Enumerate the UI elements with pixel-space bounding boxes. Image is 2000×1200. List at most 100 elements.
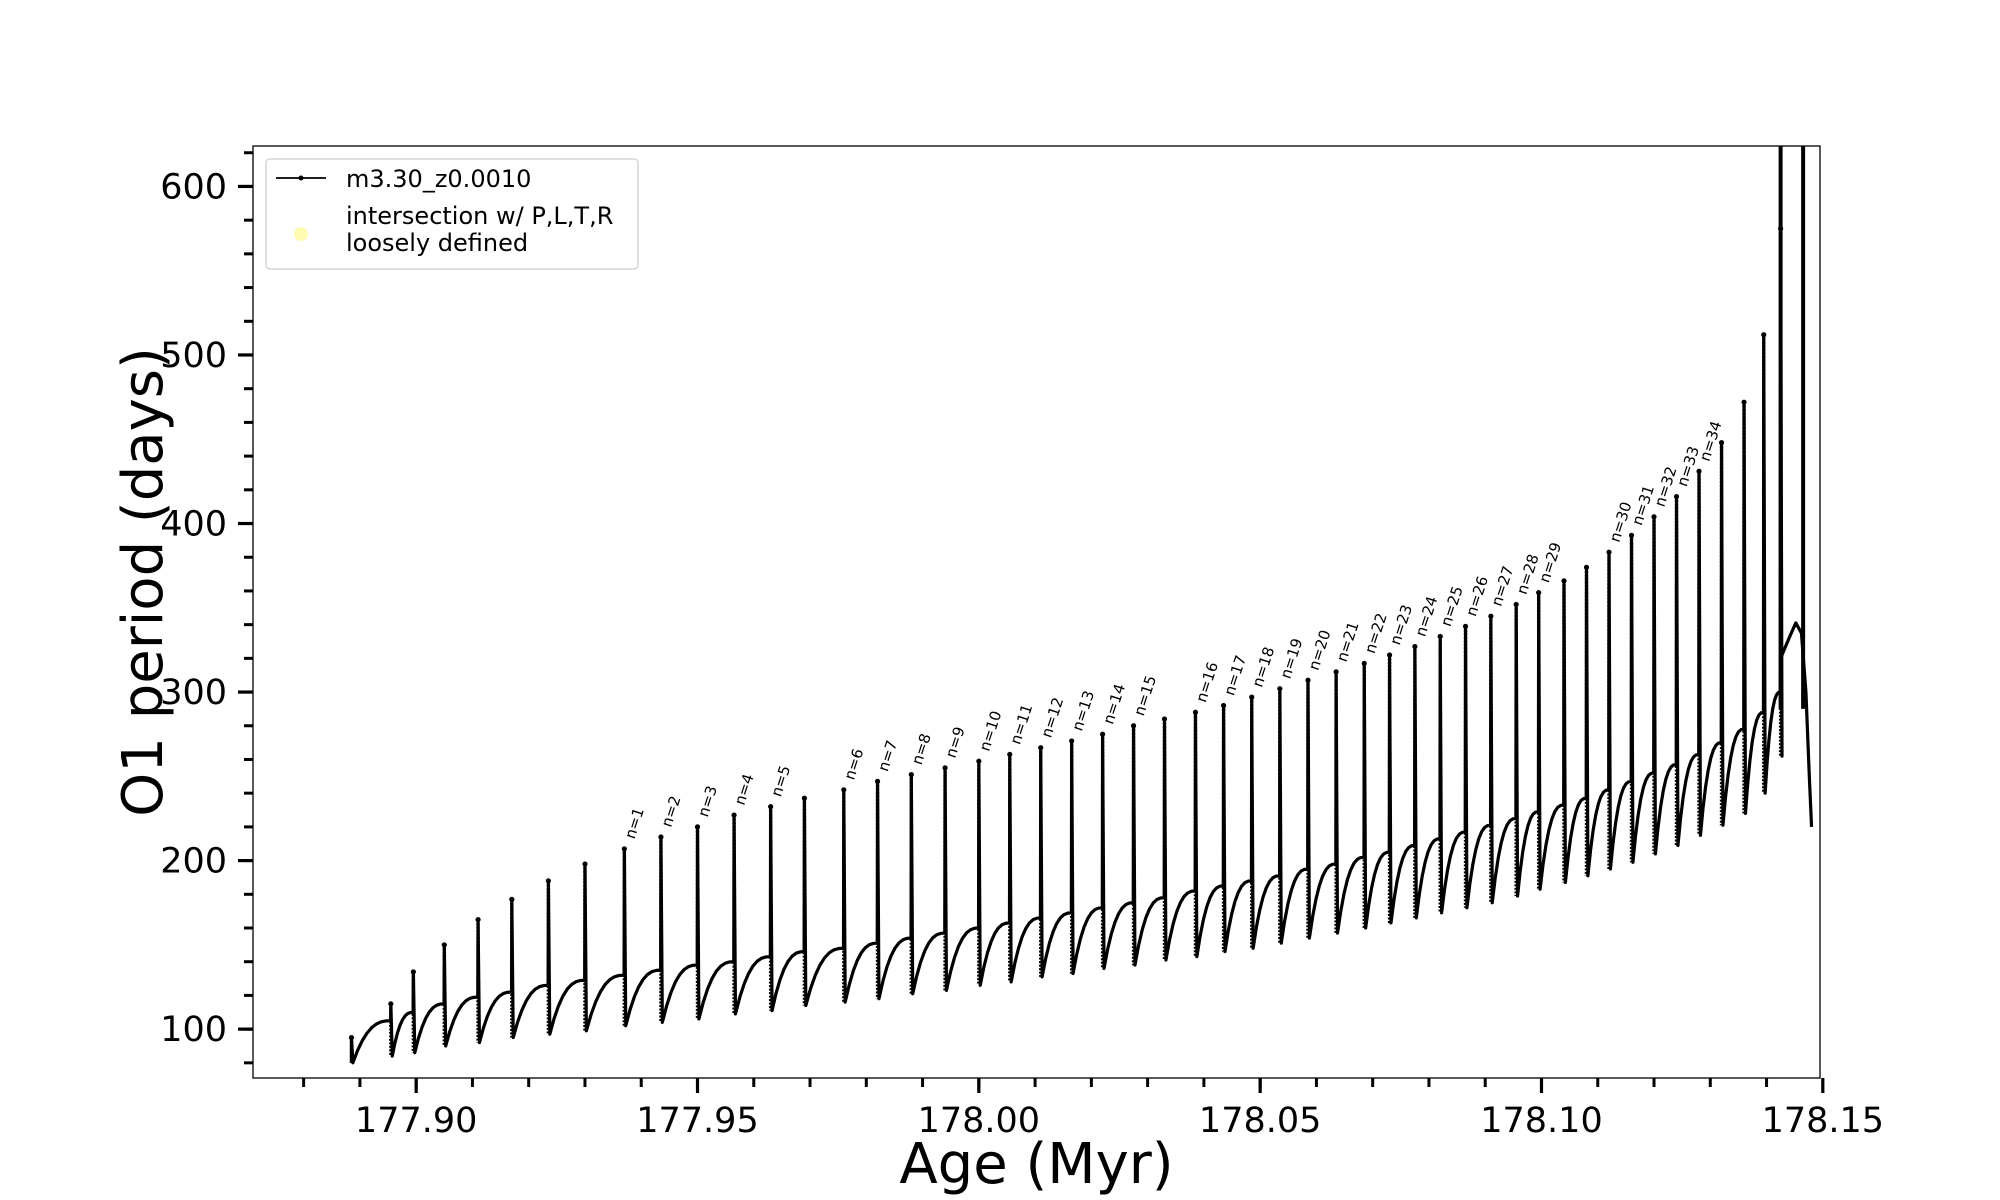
pulse-peak-point xyxy=(1761,332,1767,338)
pulse-annotation: n=13 xyxy=(1068,688,1098,733)
pulse-peak-point xyxy=(1488,613,1494,619)
x-tick-label: 178.10 xyxy=(1480,1101,1602,1141)
y-tick-label: 200 xyxy=(160,842,227,882)
x-tick-label: 178.15 xyxy=(1762,1101,1884,1141)
pulse-peak-point xyxy=(1412,643,1418,650)
y-tick-label: 500 xyxy=(160,336,227,376)
x-tick-label: 177.90 xyxy=(355,1101,477,1141)
pulse-peak-point xyxy=(1437,633,1443,640)
pulse-peak-point xyxy=(1673,493,1680,500)
pulse-peak-point xyxy=(1361,660,1367,667)
series-line xyxy=(349,226,1814,1065)
pulse-peak-point xyxy=(768,804,774,810)
pulse-peak-point xyxy=(1696,468,1702,474)
legend-box xyxy=(265,158,639,270)
pulse-peak-point xyxy=(841,787,847,793)
x-axis-title: Age (Myr) xyxy=(899,1132,1173,1197)
pulse-peak-point xyxy=(1038,745,1044,751)
pulse-peak-point xyxy=(1305,677,1311,683)
pulse-peak-point xyxy=(1007,751,1013,758)
pulse-peak-point xyxy=(908,772,914,778)
pulse-peak-point xyxy=(1130,723,1137,729)
pulse-peak-point xyxy=(388,1001,394,1007)
pulse-annotation: n=9 xyxy=(942,724,969,760)
pulse-peak-point xyxy=(1333,669,1339,675)
pulse-peak-point xyxy=(1220,702,1227,709)
pulse-annotation: n=5 xyxy=(767,763,794,799)
pulse-peak-point xyxy=(1277,686,1283,692)
pulse-peak-point xyxy=(1718,440,1725,446)
y-axis-title: O1 period (days) xyxy=(111,347,176,817)
x-tick-label: 178.05 xyxy=(1199,1101,1321,1141)
y-tick-label: 400 xyxy=(160,505,227,545)
y-tick-label: 600 xyxy=(160,167,227,207)
pulse-peak-point xyxy=(1462,623,1469,629)
pulse-annotation: n=14 xyxy=(1099,682,1129,727)
x-tick-label: 178.00 xyxy=(918,1101,1040,1141)
pulse-peak-point xyxy=(621,846,627,852)
pulse-annotation: n=2 xyxy=(658,794,685,830)
pulse-annotation: n=3 xyxy=(694,783,721,819)
annotation-layer: n=1 n=2 n=3 n=4 n=5 n=6 n=7 n=8 n=9 n=10 n=11 n=12 n… xyxy=(621,419,1726,841)
pulse-annotation: n=19 xyxy=(1277,636,1307,681)
pulse-annotation: n=7 xyxy=(874,738,901,774)
pulse-annotation: n=26 xyxy=(1462,574,1492,619)
legend-label-series: m3.30_z0.0010 xyxy=(346,165,531,193)
pulse-peak-point xyxy=(441,942,447,948)
pulse-peak-point xyxy=(1192,709,1199,715)
pulse-peak-point xyxy=(1536,590,1542,596)
pulse-peak-point xyxy=(1561,578,1567,584)
pulse-peak-point xyxy=(694,824,701,830)
pulse-peak-point xyxy=(801,795,808,801)
pulse-peak-point xyxy=(348,1034,355,1041)
pulse-peak-point xyxy=(410,969,416,975)
x-axis: 177.90 177.95 178.00 178.05 178.10 178.15 xyxy=(302,1078,1884,1141)
pulse-peak-point xyxy=(1249,694,1255,700)
pulse-annotation: n=21 xyxy=(1333,619,1363,664)
series-layer xyxy=(348,146,1814,1065)
pulse-peak-point xyxy=(1100,731,1106,737)
legend-circle-marker xyxy=(294,227,308,241)
legend-label-intersection-2: loosely defined xyxy=(346,229,528,257)
pulse-peak-point xyxy=(1583,564,1590,570)
pulse-peak-point xyxy=(942,765,948,771)
y-tick-label: 300 xyxy=(160,673,227,713)
pulse-peak-point xyxy=(1606,549,1612,555)
pulse-annotation: n=18 xyxy=(1248,645,1278,690)
pulse-annotation: n=11 xyxy=(1006,702,1036,747)
y-tick-label: 100 xyxy=(160,1010,227,1050)
pulse-peak-point xyxy=(658,834,664,840)
y-axis: 100 200 300 400 500 600 xyxy=(160,151,253,1065)
pulse-annotation: n=1 xyxy=(621,805,648,841)
pulse-annotation: n=23 xyxy=(1386,602,1416,647)
pulse-annotation: n=25 xyxy=(1437,584,1467,629)
legend-dot-marker xyxy=(298,175,304,181)
legend-label-intersection: intersection w/ P,L,T,R xyxy=(346,202,613,230)
pulse-annotation: n=8 xyxy=(908,731,935,767)
pulse-peak-point xyxy=(475,916,481,923)
pulse-annotation: n=6 xyxy=(840,746,867,782)
pulse-peak-point xyxy=(1513,601,1519,608)
pulse-annotation: n=15 xyxy=(1130,673,1160,718)
pulse-peak-point xyxy=(731,812,737,818)
pulse-annotation: n=12 xyxy=(1037,695,1067,740)
x-tick-label: 177.95 xyxy=(636,1101,758,1141)
pulse-peak-point xyxy=(1628,532,1635,538)
pulse-peak-point xyxy=(509,896,515,902)
pulse-peak-point xyxy=(874,778,881,784)
pulse-peak-point xyxy=(1161,716,1168,722)
pulse-annotation: n=24 xyxy=(1412,594,1442,639)
pulse-peak-point xyxy=(976,758,982,764)
pulse-annotation: n=22 xyxy=(1361,611,1391,656)
plot-frame xyxy=(252,145,1821,1079)
pulse-annotation: n=27 xyxy=(1488,564,1518,609)
pulse-peak-point xyxy=(1069,738,1075,744)
pulse-annotation: n=4 xyxy=(731,772,758,808)
pulse-annotation: n=29 xyxy=(1535,540,1565,585)
pulse-annotation: n=17 xyxy=(1220,653,1250,698)
pulse-annotation: n=20 xyxy=(1305,628,1335,673)
pulse-peak-point xyxy=(1741,399,1747,405)
pulse-annotation: n=16 xyxy=(1192,660,1222,705)
pulse-annotation: n=10 xyxy=(976,709,1006,754)
